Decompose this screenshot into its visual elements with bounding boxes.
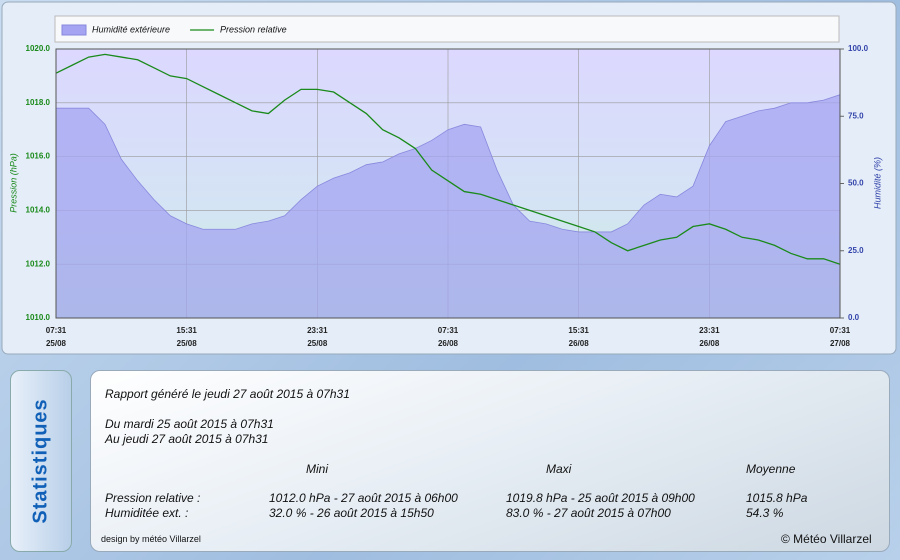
pressure-line (55, 53, 841, 265)
stats-tab-label: Statistiques (29, 398, 52, 524)
humidity-area (55, 94, 841, 319)
legend-swatch (61, 24, 87, 36)
legend-label: Humidité extérieure (92, 24, 170, 34)
x-tick-date: 26/08 (569, 339, 590, 348)
design-credit: design by météo Villarzel (101, 534, 201, 544)
y2-tick-label: 25.0 (848, 246, 864, 255)
x-tick-date: 26/08 (438, 339, 459, 348)
y2-tick-label: 75.0 (848, 111, 864, 120)
stats-cell: Pression relative : (105, 491, 201, 505)
y-tick-label: 1014.0 (26, 206, 51, 215)
x-tick-label: 07:31 (830, 326, 851, 335)
x-tick-date: 25/08 (177, 339, 198, 348)
y2-tick-label: 100.0 (848, 44, 869, 53)
stats-generated: Rapport généré le jeudi 27 août 2015 à 0… (105, 387, 350, 401)
y-tick-label: 1018.0 (26, 98, 51, 107)
stats-panel: Rapport généré le jeudi 27 août 2015 à 0… (90, 370, 890, 552)
plot-border (55, 48, 841, 319)
stats-tab: Statistiques (10, 370, 72, 552)
x-tick-date: 27/08 (830, 339, 851, 348)
x-tick-date: 26/08 (699, 339, 720, 348)
x-tick-date: 25/08 (46, 339, 67, 348)
y-tick-label: 1016.0 (26, 152, 51, 161)
legend-label: Pression relative (220, 24, 287, 34)
x-tick-date: 25/08 (307, 339, 328, 348)
stats-cell: 1015.8 hPa (746, 491, 808, 505)
y2-tick-label: 0.0 (848, 313, 860, 322)
x-tick-label: 15:31 (176, 326, 197, 335)
stats-cell: Humiditée ext. : (105, 506, 189, 520)
x-tick-label: 23:31 (307, 326, 328, 335)
stats-cell: 1012.0 hPa - 27 août 2015 à 06h00 (269, 491, 458, 505)
x-tick-label: 23:31 (699, 326, 720, 335)
stats-cell: 32.0 % - 26 août 2015 à 15h50 (269, 506, 434, 520)
legend-box (54, 15, 840, 43)
x-tick-label: 07:31 (46, 326, 67, 335)
stats-from: Du mardi 25 août 2015 à 07h31 (105, 417, 274, 431)
x-tick-label: 15:31 (568, 326, 589, 335)
y2-axis-label: Humidité (%) (872, 157, 882, 209)
stats-cell: 83.0 % - 27 août 2015 à 07h00 (506, 506, 671, 520)
stats-column: Mini (306, 462, 329, 476)
y-axis-label: Pression (hPa) (8, 153, 18, 213)
y2-tick-label: 50.0 (848, 179, 864, 188)
x-tick-label: 07:31 (438, 326, 459, 335)
stats-cell: 1019.8 hPa - 25 août 2015 à 09h00 (506, 491, 695, 505)
stats-cell: 54.3 % (746, 506, 784, 520)
stats-to: Au jeudi 27 août 2015 à 07h31 (105, 432, 269, 446)
stats-column: Moyenne (746, 462, 796, 476)
chart: Pression (hPa) Humidité (%) 1010.0 1012.0… (1, 1, 897, 355)
y-tick-label: 1010.0 (26, 313, 51, 322)
y-tick-label: 1020.0 (26, 44, 51, 53)
copyright: © Météo Villarzel (781, 532, 872, 546)
y-tick-label: 1012.0 (26, 259, 51, 268)
stats-column: Maxi (546, 462, 572, 476)
